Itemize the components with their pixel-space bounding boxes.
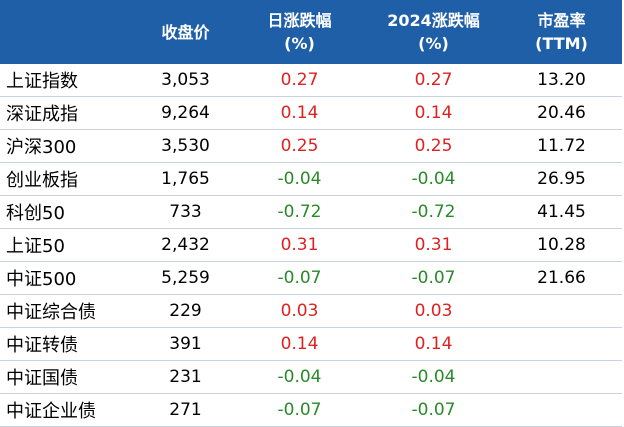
close-value: 5,259 bbox=[138, 261, 233, 295]
index-name: 中证综合债 bbox=[0, 294, 138, 328]
index-name: 中证企业债 bbox=[0, 393, 138, 427]
table-row: 中证国债 231 -0.04 -0.04 bbox=[0, 360, 622, 394]
table-row: 中证转债 391 0.14 0.14 bbox=[0, 327, 622, 361]
header-row: 收盘价 日涨跌幅 (%) 2024涨跌幅 (%) 市盈率 (TTM) bbox=[0, 0, 622, 64]
header-daily-line2: (%) bbox=[284, 34, 315, 53]
index-name: 中证500 bbox=[0, 261, 138, 295]
table-row: 中证企业债 271 -0.07 -0.07 bbox=[0, 393, 622, 427]
pe-value: 20.46 bbox=[501, 96, 622, 130]
ytd-change-value: -0.07 bbox=[366, 393, 501, 427]
close-value: 391 bbox=[138, 327, 233, 361]
daily-change-value: -0.07 bbox=[233, 393, 366, 427]
table-row: 深证成指 9,264 0.14 0.14 20.46 bbox=[0, 96, 622, 130]
pe-value bbox=[501, 393, 622, 427]
ytd-change-value: -0.04 bbox=[366, 162, 501, 196]
daily-change-value: 0.25 bbox=[233, 129, 366, 163]
header-ytd-line1: 2024涨跌幅 bbox=[387, 11, 480, 30]
table-row: 沪深300 3,530 0.25 0.25 11.72 bbox=[0, 129, 622, 163]
header-daily-change: 日涨跌幅 (%) bbox=[233, 0, 366, 64]
ytd-change-value: 0.31 bbox=[366, 228, 501, 262]
close-value: 2,432 bbox=[138, 228, 233, 262]
daily-change-value: 0.27 bbox=[233, 64, 366, 97]
daily-change-value: -0.07 bbox=[233, 261, 366, 295]
table-row: 上证50 2,432 0.31 0.31 10.28 bbox=[0, 228, 622, 262]
table-row: 上证指数 3,053 0.27 0.27 13.20 bbox=[0, 64, 622, 97]
close-value: 3,530 bbox=[138, 129, 233, 163]
header-ytd-change: 2024涨跌幅 (%) bbox=[366, 0, 501, 64]
index-name: 中证国债 bbox=[0, 360, 138, 394]
header-pe: 市盈率 (TTM) bbox=[501, 0, 622, 64]
ytd-change-value: 0.27 bbox=[366, 64, 501, 97]
daily-change-value: 0.03 bbox=[233, 294, 366, 328]
table-row: 创业板指 1,765 -0.04 -0.04 26.95 bbox=[0, 162, 622, 196]
index-name: 沪深300 bbox=[0, 129, 138, 163]
header-close-label: 收盘价 bbox=[161, 22, 210, 42]
ytd-change-value: 0.14 bbox=[366, 96, 501, 130]
close-value: 1,765 bbox=[138, 162, 233, 196]
pe-value: 13.20 bbox=[501, 64, 622, 97]
ytd-change-value: 0.14 bbox=[366, 327, 501, 361]
pe-value: 26.95 bbox=[501, 162, 622, 196]
header-close: 收盘价 bbox=[138, 0, 233, 64]
pe-value: 21.66 bbox=[501, 261, 622, 295]
daily-change-value: 0.31 bbox=[233, 228, 366, 262]
daily-change-value: -0.04 bbox=[233, 360, 366, 394]
pe-value bbox=[501, 294, 622, 328]
table-body: 上证指数 3,053 0.27 0.27 13.20 深证成指 9,264 0.14 0.14… bbox=[0, 64, 622, 427]
table-row: 科创50 733 -0.72 -0.72 41.45 bbox=[0, 195, 622, 229]
daily-change-value: -0.72 bbox=[233, 195, 366, 229]
daily-change-value: 0.14 bbox=[233, 327, 366, 361]
pe-value bbox=[501, 327, 622, 361]
pe-value bbox=[501, 360, 622, 394]
index-name: 科创50 bbox=[0, 195, 138, 229]
pe-value: 10.28 bbox=[501, 228, 622, 262]
close-value: 3,053 bbox=[138, 64, 233, 97]
table-row: 中证500 5,259 -0.07 -0.07 21.66 bbox=[0, 261, 622, 295]
index-name: 深证成指 bbox=[0, 96, 138, 130]
close-value: 231 bbox=[138, 360, 233, 394]
close-value: 9,264 bbox=[138, 96, 233, 130]
close-value: 271 bbox=[138, 393, 233, 427]
header-pe-line1: 市盈率 bbox=[537, 11, 586, 30]
ytd-change-value: -0.07 bbox=[366, 261, 501, 295]
close-value: 229 bbox=[138, 294, 233, 328]
table-row: 中证综合债 229 0.03 0.03 bbox=[0, 294, 622, 328]
header-daily-line1: 日涨跌幅 bbox=[267, 11, 332, 30]
index-name: 中证转债 bbox=[0, 327, 138, 361]
table-header: 收盘价 日涨跌幅 (%) 2024涨跌幅 (%) 市盈率 (TTM) bbox=[0, 0, 622, 64]
pe-value: 11.72 bbox=[501, 129, 622, 163]
ytd-change-value: -0.72 bbox=[366, 195, 501, 229]
daily-change-value: -0.04 bbox=[233, 162, 366, 196]
header-ytd-line2: (%) bbox=[418, 34, 449, 53]
ytd-change-value: -0.04 bbox=[366, 360, 501, 394]
pe-value: 41.45 bbox=[501, 195, 622, 229]
header-name bbox=[0, 0, 138, 64]
index-name: 创业板指 bbox=[0, 162, 138, 196]
daily-change-value: 0.14 bbox=[233, 96, 366, 130]
ytd-change-value: 0.25 bbox=[366, 129, 501, 163]
ytd-change-value: 0.03 bbox=[366, 294, 501, 328]
header-pe-line2: (TTM) bbox=[535, 34, 588, 53]
index-name: 上证50 bbox=[0, 228, 138, 262]
index-name: 上证指数 bbox=[0, 64, 138, 97]
close-value: 733 bbox=[138, 195, 233, 229]
